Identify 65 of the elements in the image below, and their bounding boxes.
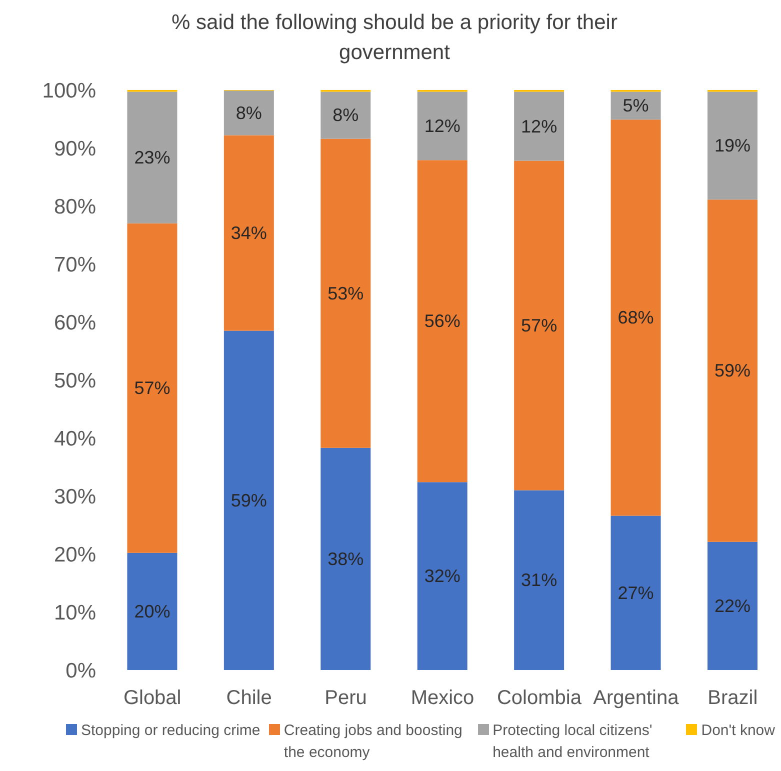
legend-label: Stopping or reducing crime [81,721,260,741]
data-label: 22% [714,596,751,616]
legend-label: Creating jobs and boosting the economy [284,721,464,763]
bar [320,92,371,139]
y-tick-label: 40% [54,427,96,450]
legend-label: Protecting local citizens' health and environment [492,721,654,763]
bar [320,138,371,448]
bar [707,92,758,200]
bar [320,448,371,670]
bar [514,490,564,670]
bar [224,135,274,331]
data-label: 53% [328,283,364,304]
bar [127,92,178,224]
x-tick-label: Global [123,687,182,710]
data-label: 31% [521,570,558,590]
bar [610,516,661,670]
y-tick-label: 0% [66,659,96,682]
x-tick-label: Brazil [708,687,758,710]
x-tick-label: Peru [324,687,367,710]
y-tick-label: 10% [54,601,96,624]
data-label: 34% [230,222,267,243]
bar [127,223,178,553]
bar [610,120,661,516]
data-label: 59% [230,490,267,510]
data-label: 57% [134,378,170,398]
y-tick-label: 30% [54,485,96,508]
chart-title: % said the following should be a priority for their government [170,10,618,66]
x-tick-label: Colombia [496,687,582,710]
bar [224,330,274,670]
y-tick-label: 80% [54,195,96,218]
y-tick-label: 50% [54,369,96,392]
bar [127,552,178,670]
data-label: 20% [134,601,170,622]
bar [514,160,564,490]
data-label: 23% [134,148,170,168]
data-label: 19% [714,136,751,156]
x-tick-label: Chile [226,687,272,710]
bar [610,92,661,120]
data-label: 38% [328,548,364,569]
data-label: 5% [622,96,649,116]
bar [224,90,274,136]
data-label: 12% [424,116,460,136]
legend-label: Don't know [701,721,775,741]
x-tick-label: Argentina [593,687,680,710]
bar [707,542,758,670]
y-tick-label: 60% [54,311,96,334]
bar [417,482,468,670]
y-tick-label: 90% [54,137,96,160]
bar [417,160,468,482]
data-label: 59% [714,360,751,381]
data-label: 27% [618,582,654,603]
data-label: 8% [332,105,359,126]
y-tick-label: 20% [54,543,96,566]
data-label: 8% [236,102,262,123]
bar [417,92,468,160]
data-label: 57% [521,315,558,336]
bar [707,200,758,542]
y-tick-label: 100% [42,79,96,102]
data-label: 32% [424,566,460,586]
x-tick-label: Mexico [410,687,474,710]
data-label: 68% [618,308,654,328]
data-label: 12% [521,116,558,136]
y-tick-label: 70% [54,253,96,276]
data-label: 56% [424,311,460,332]
bar [514,92,564,161]
